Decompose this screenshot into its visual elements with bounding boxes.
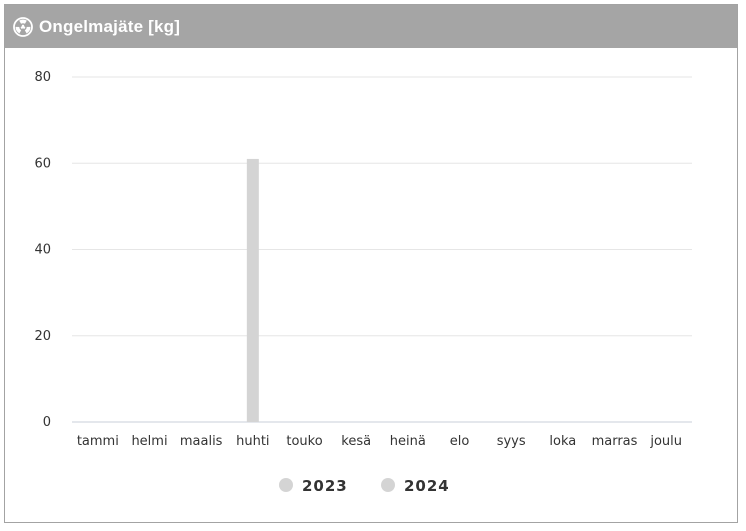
x-tick-label: maalis xyxy=(180,434,223,449)
y-tick-label: 20 xyxy=(34,329,51,344)
x-tick-label: kesä xyxy=(341,434,371,449)
chart-panel: Ongelmajäte [kg] xyxy=(4,4,738,523)
y-tick-label: 80 xyxy=(34,70,51,85)
radiation-icon xyxy=(13,16,33,37)
legend-item-2023[interactable]: 2023 xyxy=(279,477,348,495)
x-tick-label: elo xyxy=(450,434,470,449)
x-tick-label: syys xyxy=(497,434,526,449)
legend-item-2024[interactable]: 2024 xyxy=(381,477,450,495)
y-tick-label: 0 xyxy=(43,415,51,430)
legend-label: 2023 xyxy=(302,477,348,495)
legend[interactable]: 2023 2024 xyxy=(279,477,450,495)
x-tick-label: marras xyxy=(592,434,638,449)
x-tick-label: huhti xyxy=(236,434,269,449)
x-tick-label: loka xyxy=(549,434,576,449)
x-tick-label: tammi xyxy=(77,434,119,449)
x-tick-label: touko xyxy=(286,434,322,449)
y-tick-label: 60 xyxy=(34,156,51,171)
panel-header: Ongelmajäte [kg] xyxy=(5,5,737,48)
x-axis-ticks: tammi helmi maalis huhti touko kesä heinä elo sy… xyxy=(77,434,682,449)
legend-label: 2024 xyxy=(404,477,450,495)
bar-2023-huhti[interactable] xyxy=(246,158,259,422)
panel-title: Ongelmajäte [kg] xyxy=(39,16,181,36)
x-tick-label: helmi xyxy=(131,434,167,449)
y-tick-label: 40 xyxy=(34,243,51,258)
legend-marker xyxy=(381,478,395,492)
grid-lines xyxy=(72,76,692,423)
x-tick-label: heinä xyxy=(390,434,426,449)
y-axis-ticks: 0 20 40 60 80 xyxy=(34,70,51,430)
x-tick-label: joulu xyxy=(649,434,682,449)
bars xyxy=(246,158,259,422)
legend-marker xyxy=(279,478,293,492)
